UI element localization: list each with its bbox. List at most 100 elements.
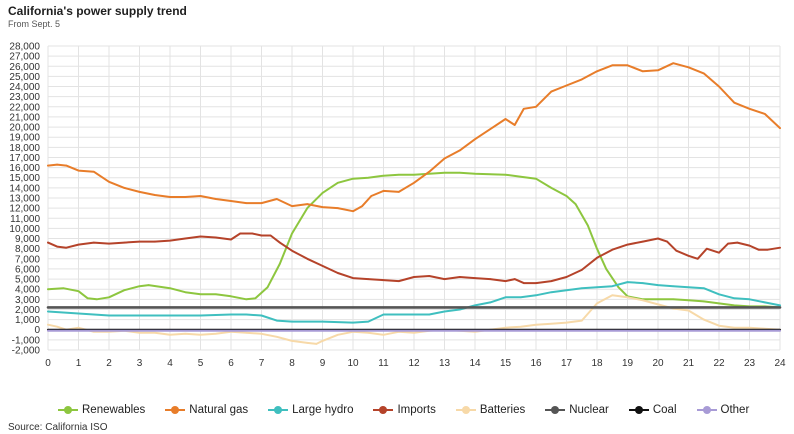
x-tick-label: 8 [289,358,295,369]
data-point [352,277,354,279]
data-point [764,301,766,304]
data-point [199,334,202,336]
legend-item-batteries[interactable]: Batteries [455,404,525,416]
x-tick-label: 3 [137,358,143,369]
x-tick-label: 12 [408,358,420,369]
data-point [703,318,705,321]
data-point [199,314,202,317]
y-tick-label: 20,000 [9,123,40,134]
data-point [696,258,699,260]
data-point [474,277,476,279]
data-point [138,240,141,243]
y-tick-label: 27,000 [9,52,40,63]
series-nuclear [46,306,782,309]
data-point [443,310,446,313]
data-point [535,106,537,108]
data-point [672,285,675,288]
data-point [642,282,644,284]
data-point [626,243,629,246]
legend-item-renewables[interactable]: Renewables [58,404,145,416]
data-point [291,232,293,235]
data-point [748,298,751,301]
legend-item-other[interactable]: Other [696,404,750,416]
data-point [337,182,339,184]
data-point [321,192,324,194]
data-point [260,202,263,204]
data-point [138,191,141,193]
data-point [626,64,629,67]
legend-label: Other [720,404,750,416]
source-note: Source: California ISO [8,422,108,433]
data-point [367,176,370,179]
x-tick-label: 17 [561,358,573,369]
legend-item-nuclear[interactable]: Nuclear [545,404,609,416]
data-point [767,248,769,251]
data-point [687,286,690,289]
data-point [147,284,150,286]
data-point [523,108,525,110]
data-point [306,207,309,209]
data-point [687,299,690,302]
legend-label: Imports [397,404,436,416]
legend-marker-icon [58,405,78,415]
y-tick-label: 8,000 [15,244,40,255]
data-point [65,246,68,249]
y-tick-label: 3,000 [15,295,40,306]
data-point [611,64,614,67]
data-point [413,276,415,278]
legend-item-large-hydro[interactable]: Large hydro [268,404,353,416]
data-point [489,301,492,304]
legend-label: Renewables [82,404,146,416]
x-tick-label: 7 [259,358,265,369]
x-tick-label: 23 [744,358,756,369]
y-tick-label: 21,000 [9,112,40,123]
data-point [642,70,644,73]
data-point [565,276,568,278]
data-point [382,174,385,177]
data-point [93,313,95,316]
data-point [77,312,80,315]
data-point [266,286,269,289]
y-tick-label: 19,000 [9,133,40,144]
data-point [513,124,516,126]
data-point [108,242,110,245]
x-tick-label: 5 [198,358,204,369]
data-point [154,194,156,196]
data-point [215,293,217,296]
legend-item-coal[interactable]: Coal [628,404,677,416]
data-point [77,169,80,172]
legend-label: Natural gas [189,404,249,416]
data-point [596,247,598,250]
legend-item-imports[interactable]: Imports [373,404,436,416]
grid-layer [47,45,781,351]
data-point [215,333,217,335]
legend-label: Large hydro [292,404,354,416]
x-tick-label: 21 [683,358,695,369]
y-tick-label: 16,000 [9,163,40,174]
data-point [352,321,354,324]
data-point [367,278,370,280]
data-point [489,173,492,175]
data-point [596,286,598,289]
data-point [291,340,293,342]
data-point [279,263,281,265]
series-other [47,329,781,332]
data-point [321,265,324,267]
data-point [382,190,385,192]
data-point [47,310,49,313]
data-point [47,306,49,309]
data-point [315,343,318,345]
data-point [581,287,583,290]
x-tick-label: 20 [652,358,664,369]
y-tick-label: 24,000 [9,82,40,93]
data-point [245,298,248,301]
data-point [459,149,461,152]
data-point [230,295,232,298]
data-point [96,298,98,301]
data-point [504,326,507,329]
data-point [138,314,141,317]
y-tick-label: 23,000 [9,92,40,103]
data-point [276,198,278,200]
y-tick-label: 12,000 [9,204,40,215]
legend-item-natural-gas[interactable]: Natural gas [165,404,248,416]
